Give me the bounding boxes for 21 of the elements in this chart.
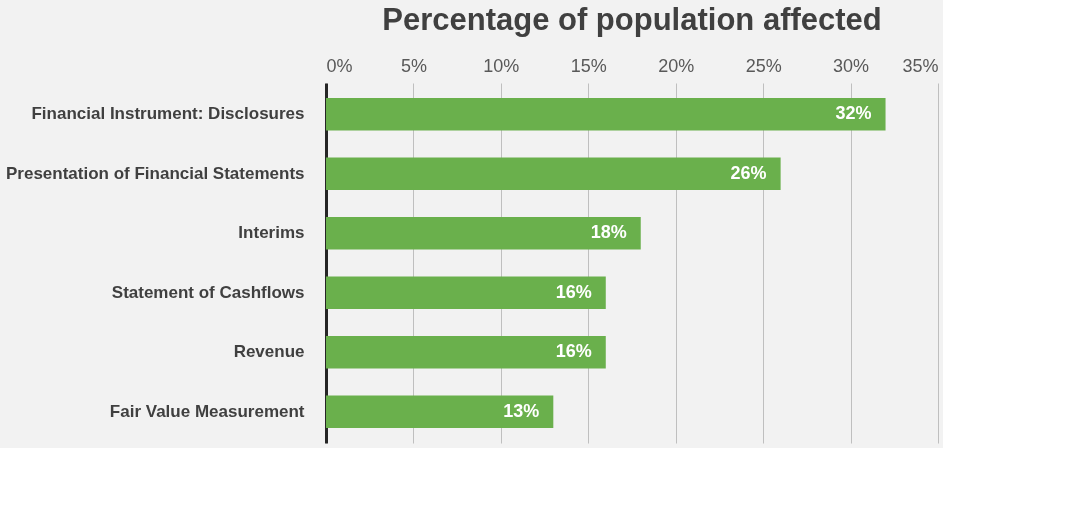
x-tick-label: 20% [658, 55, 695, 76]
x-tick-label: 30% [833, 55, 870, 76]
data-label: 13% [503, 400, 540, 421]
y-tick-label: Fair Value Measurement [109, 401, 305, 421]
data-label: 32% [835, 103, 872, 124]
data-label: 18% [590, 222, 627, 243]
y-tick-label: Financial Instrument: Disclosures [31, 104, 305, 124]
y-tick-label: Interims [238, 223, 305, 243]
x-tick-label: 10% [483, 55, 520, 76]
chart-title: Percentage of population affected [382, 2, 882, 37]
x-tick-label: 15% [570, 55, 607, 76]
data-label: 16% [555, 281, 592, 302]
x-tick-label: 0% [326, 55, 353, 76]
x-tick-label: 5% [400, 55, 427, 76]
data-label: 26% [730, 162, 767, 183]
x-tick-label: 35% [902, 55, 939, 76]
x-tick-label: 25% [745, 55, 782, 76]
y-tick-label: Statement of Cashflows [111, 282, 305, 302]
data-label: 16% [555, 341, 592, 362]
y-tick-label: Revenue [233, 342, 305, 362]
y-tick-label: Presentation of Financial Statements [5, 163, 305, 183]
